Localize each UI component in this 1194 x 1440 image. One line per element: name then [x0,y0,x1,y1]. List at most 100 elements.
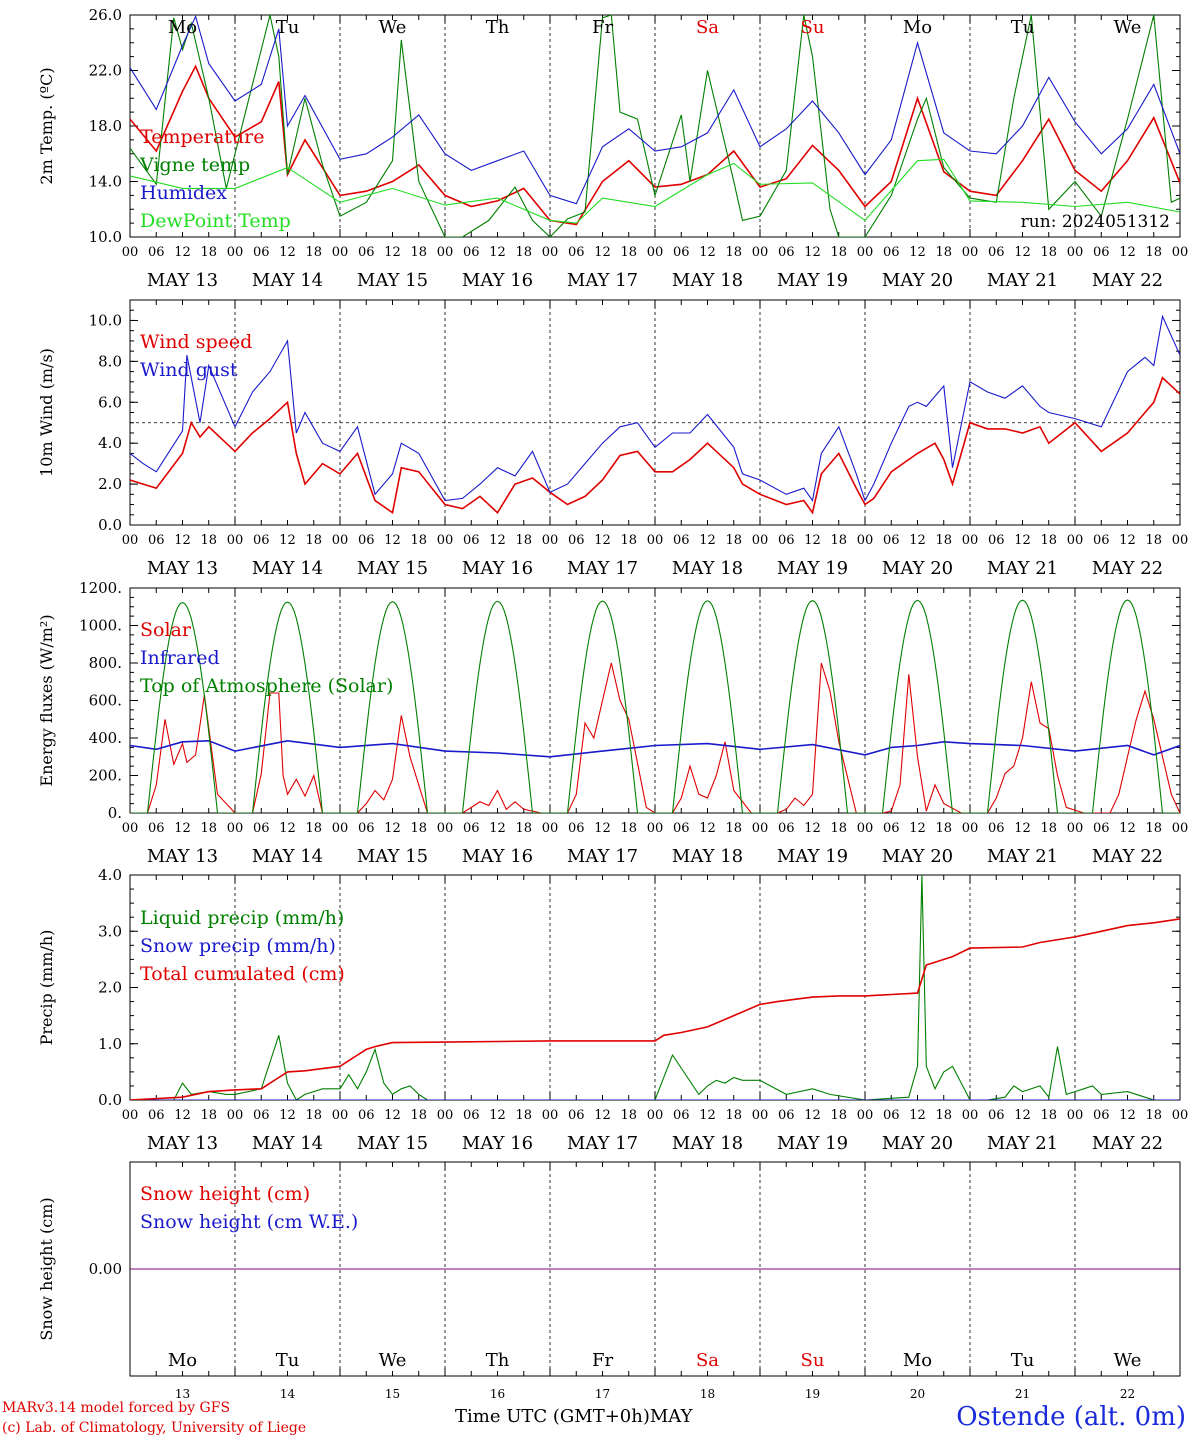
x-hour-label: 00 [857,533,874,548]
x-hour-label: 00 [1172,821,1189,836]
x-hour-label: 06 [1093,1108,1110,1123]
series-group [130,875,1180,1100]
weekday-label: Su [801,17,825,38]
x-hour-label: 06 [778,1108,795,1123]
legend-entry: Solar [140,619,192,641]
x-hour-label: 12 [1119,821,1136,836]
x-hour-label: 06 [463,1108,480,1123]
y-tick-label: 4.0 [98,434,122,452]
x-hour-label: 12 [699,821,716,836]
x-date-label: MAY 13 [147,846,218,867]
weekday-label: Su [801,1350,825,1371]
x-hour-label: 06 [253,821,270,836]
y-tick-label: 1200. [79,579,122,597]
x-hour-label: 12 [594,821,611,836]
x-hour-label: 00 [542,821,559,836]
x-daynum-label: 20 [910,1387,925,1401]
x-hour-label: 12 [804,245,821,260]
x-hour-label: 00 [1067,821,1084,836]
x-hour-label: 12 [594,245,611,260]
legend-entry: Infrared [140,647,220,669]
x-hour-label: 00 [1067,245,1084,260]
x-hour-label: 18 [410,245,427,260]
x-hour-label: 06 [883,245,900,260]
x-hour-label: 12 [594,1108,611,1123]
x-hour-label: 18 [830,533,847,548]
x-date-label: MAY 17 [567,1133,638,1154]
x-hour-label: 06 [1093,245,1110,260]
x-hour-label: 06 [673,533,690,548]
x-hour-label: 00 [647,1108,664,1123]
series-line-top-of-atmosphere-solar- [130,599,1180,813]
x-hour-label: 00 [647,533,664,548]
x-hour-label: 00 [1172,245,1189,260]
x-hour-label: 18 [305,1108,322,1123]
x-hour-label: 00 [1067,1108,1084,1123]
y-tick-label: 4.0 [98,866,122,884]
x-hour-label: 00 [437,821,454,836]
x-hour-label: 12 [1119,245,1136,260]
x-hour-label: 06 [883,821,900,836]
x-hour-label: 18 [935,533,952,548]
x-hour-label: 06 [1093,533,1110,548]
x-hour-label: 06 [1093,821,1110,836]
x-daynum-label: 17 [595,1387,610,1401]
x-hour-label: 18 [1145,821,1162,836]
x-date-label: MAY 18 [672,846,743,867]
x-hour-label: 06 [148,1108,165,1123]
y-tick-label: 10.0 [89,228,122,246]
x-hour-label: 06 [358,245,375,260]
x-date-label: MAY 15 [357,846,428,867]
legend-entry: Wind gust [140,359,238,381]
x-hour-label: 00 [227,821,244,836]
y-tick-label: 0.00 [89,1260,122,1278]
legend-entry: Snow height (cm) [140,1183,310,1205]
legend-entry: Liquid precip (mm/h) [140,907,344,929]
x-hour-label: 12 [699,245,716,260]
x-hour-label: 18 [515,533,532,548]
x-hour-label: 00 [962,533,979,548]
x-hour-label: 00 [857,245,874,260]
legend-entry: Top of Atmosphere (Solar) [140,675,393,697]
x-date-label: MAY 13 [147,1133,218,1154]
x-daynum-label: 15 [385,1387,400,1401]
x-daynum-label: 16 [490,1387,505,1401]
x-hour-label: 06 [988,821,1005,836]
x-date-label: MAY 16 [462,1133,533,1154]
x-date-label: MAY 19 [777,846,848,867]
x-hour-label: 12 [384,245,401,260]
lab-credit: (c) Lab. of Climatology, University of L… [2,1420,307,1436]
x-hour-label: 12 [384,821,401,836]
weekday-label: Mo [903,17,932,38]
x-hour-label: 12 [1119,533,1136,548]
x-hour-label: 18 [725,245,742,260]
series-line-vigne-temp [130,15,1180,237]
series-line-infrared [130,739,1180,758]
series-line-wind-speed [130,376,1180,515]
x-hour-label: 12 [279,821,296,836]
y-axis-label: Precip (mm/h) [37,930,56,1046]
x-date-label: MAY 14 [252,846,323,867]
x-hour-label: 12 [174,1108,191,1123]
x-hour-label: 12 [699,533,716,548]
x-hour-label: 06 [253,245,270,260]
x-date-label: MAY 14 [252,270,323,291]
x-hour-label: 12 [489,245,506,260]
x-hour-label: 12 [804,821,821,836]
x-date-label: MAY 21 [987,270,1058,291]
x-hour-label: 12 [1014,245,1031,260]
y-axis-label: 10m Wind (m/s) [37,348,56,477]
series-group [130,15,1180,237]
x-hour-label: 18 [410,821,427,836]
series-line-solar [130,662,1180,813]
x-date-label: MAY 20 [882,846,953,867]
x-hour-label: 06 [883,1108,900,1123]
x-hour-label: 00 [752,821,769,836]
x-hour-label: 00 [752,1108,769,1123]
x-date-label: MAY 13 [147,558,218,579]
y-axis-label: Snow height (cm) [37,1197,56,1340]
y-tick-label: 22.0 [89,62,122,80]
x-hour-label: 12 [1014,821,1031,836]
series-line-total-cumulated-cm- [130,918,1180,1100]
